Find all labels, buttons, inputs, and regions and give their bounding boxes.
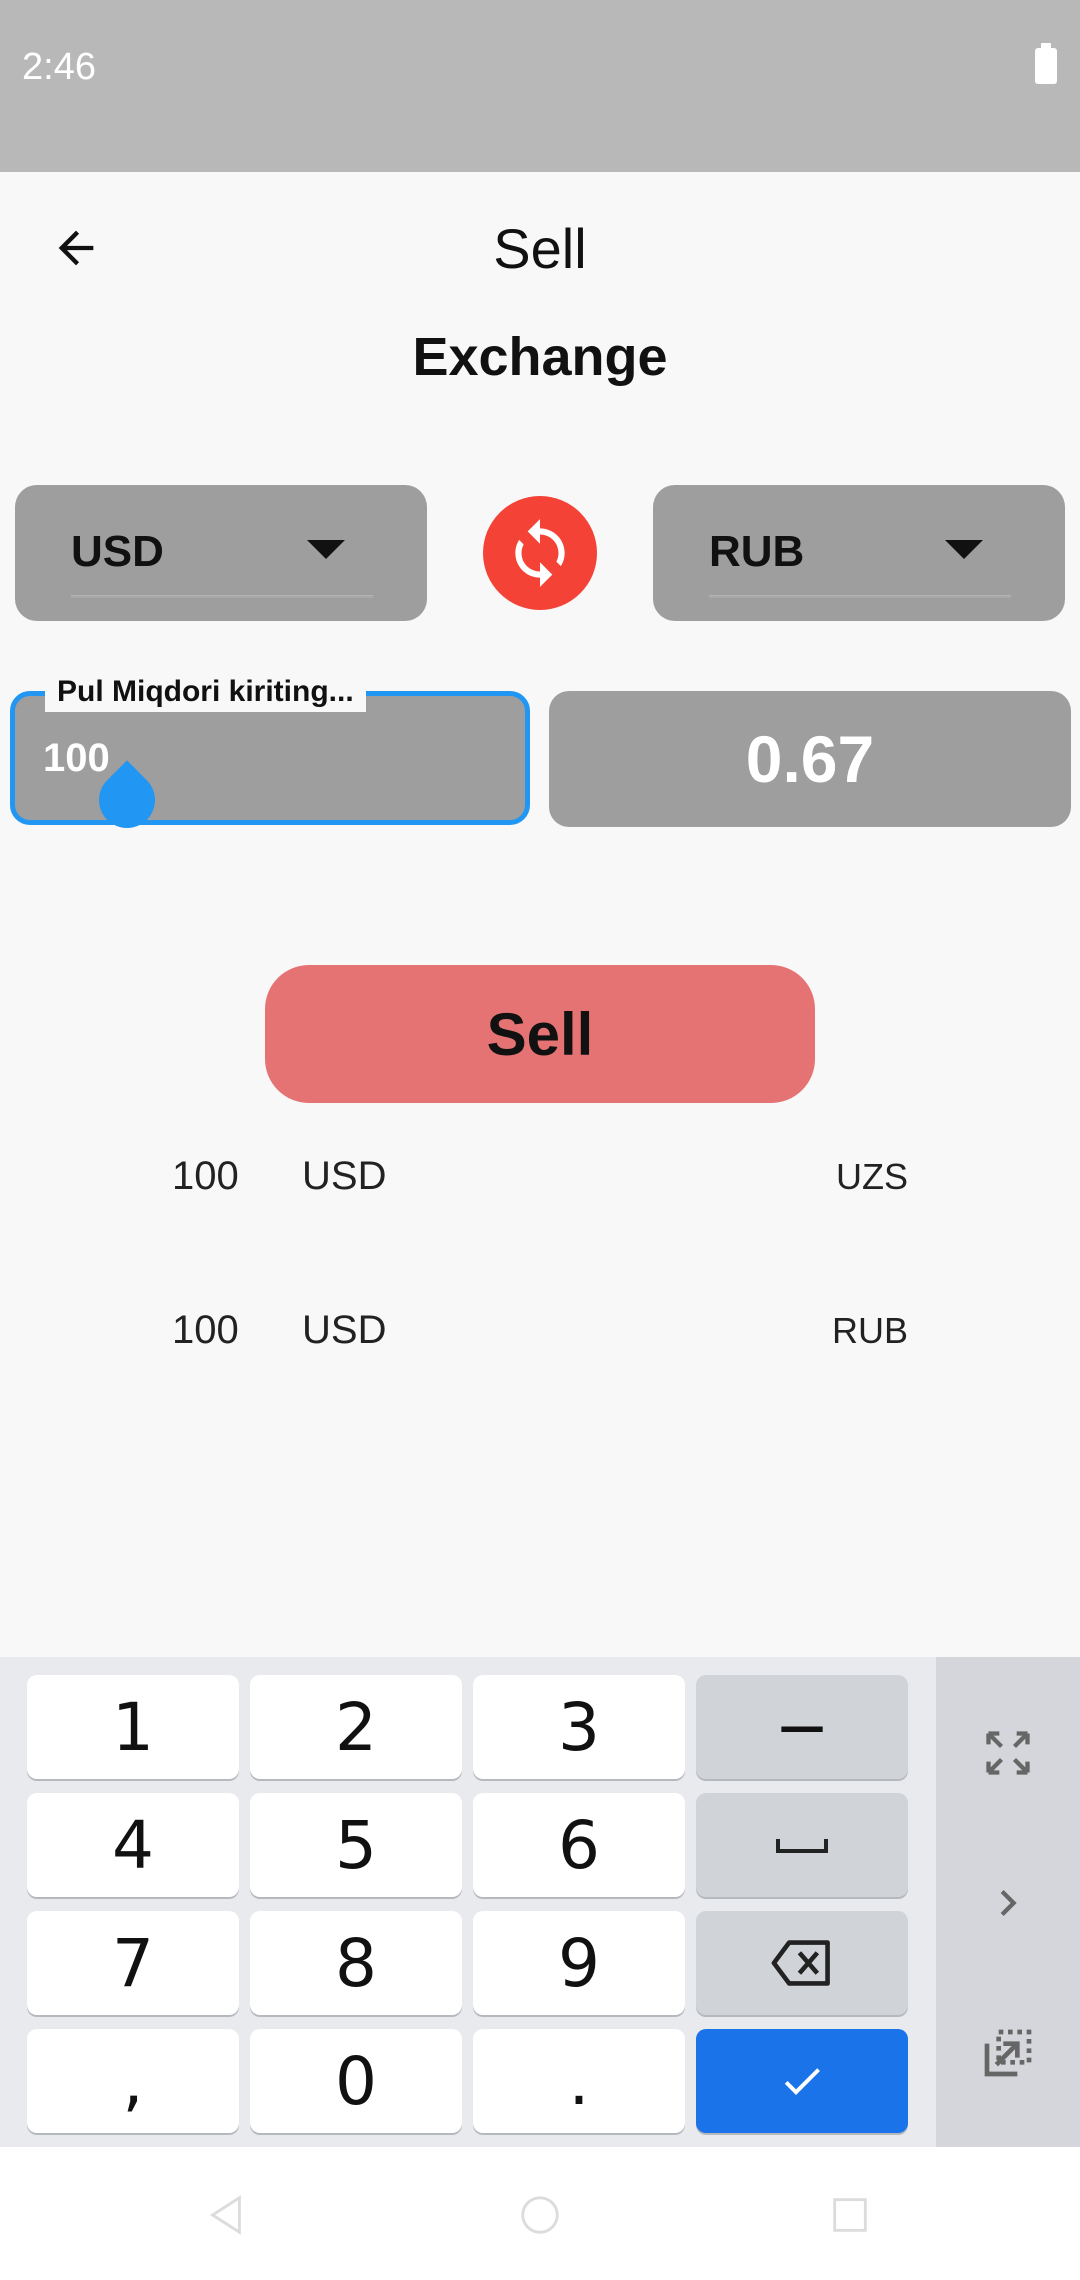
space-icon [776,1839,828,1853]
history-amount: 100 [172,1154,239,1198]
key-done[interactable] [696,2029,908,2133]
key-0[interactable]: 0 [250,2029,462,2133]
chevron-right-icon [1000,1890,1017,1916]
nav-home-button[interactable] [514,2191,566,2239]
key-5[interactable]: 5 [250,1793,462,1897]
dropdown-underline [71,595,373,598]
key-3[interactable]: 3 [473,1675,685,1779]
sync-icon [515,519,565,587]
battery-icon [1035,43,1057,84]
status-bar: 2:46 [0,0,1080,172]
history-from-currency: USD [302,1308,387,1352]
next-field-button[interactable] [966,1861,1050,1945]
section-title: Exchange [412,327,668,387]
amount-input-value: 100 [43,736,110,780]
key-1[interactable]: 1 [27,1675,239,1779]
key-9[interactable]: 9 [473,1911,685,2015]
sell-button[interactable]: Sell [265,965,815,1103]
key-minus[interactable]: − [696,1675,908,1779]
converted-result: 0.67 [549,691,1071,827]
amount-input[interactable]: Pul Miqdori kiriting... 100 [10,672,530,840]
page-title: Sell [493,217,587,280]
key-4[interactable]: 4 [27,1793,239,1897]
fullscreen-icon [986,1731,1030,1775]
caret-down-icon [307,540,345,559]
caret-down-icon [945,540,983,559]
to-currency-dropdown[interactable]: RUB [653,485,1065,621]
check-icon [784,2068,820,2095]
history-from-currency: USD [302,1154,387,1198]
fullscreen-keyboard-button[interactable] [966,1711,1050,1795]
nav-home-icon [521,2196,559,2234]
nav-back-icon [209,2195,241,2235]
nav-back-button[interactable] [200,2191,252,2239]
to-currency-value: RUB [709,527,805,576]
history-amount: 100 [172,1308,239,1352]
numeric-keyboard: 1 2 3 − 4 5 6 7 8 9 , 0 . [0,1657,1080,2147]
key-period[interactable]: . [473,2029,685,2133]
from-currency-value: USD [71,527,164,576]
history-item: 100 USD UZS [0,1154,1080,1234]
backspace-icon [771,1940,830,1986]
status-time: 2:46 [22,46,96,88]
key-space[interactable] [696,1793,908,1897]
history-to-currency: RUB [831,1310,908,1351]
history-to-currency: UZS [836,1156,908,1197]
key-6[interactable]: 6 [473,1793,685,1897]
key-comma[interactable]: , [27,2029,239,2133]
back-button[interactable] [40,212,112,284]
from-currency-dropdown[interactable]: USD [15,485,427,621]
history-item: 100 USD RUB [0,1308,1080,1388]
key-7[interactable]: 7 [27,1911,239,2015]
arrow-left-icon [58,230,94,266]
key-8[interactable]: 8 [250,1911,462,2015]
key-backspace[interactable] [696,1911,908,2015]
navigation-bar [0,2147,1080,2280]
nav-recents-icon [833,2198,867,2232]
swap-currency-button[interactable] [483,496,597,610]
nav-recents-button[interactable] [824,2191,876,2239]
popout-icon [984,2029,1032,2077]
dropdown-underline [709,595,1011,598]
popout-keyboard-button[interactable] [966,2011,1050,2095]
key-2[interactable]: 2 [250,1675,462,1779]
keyboard-side-panel [936,1657,1080,2147]
amount-input-label: Pul Miqdori kiriting... [45,672,366,712]
